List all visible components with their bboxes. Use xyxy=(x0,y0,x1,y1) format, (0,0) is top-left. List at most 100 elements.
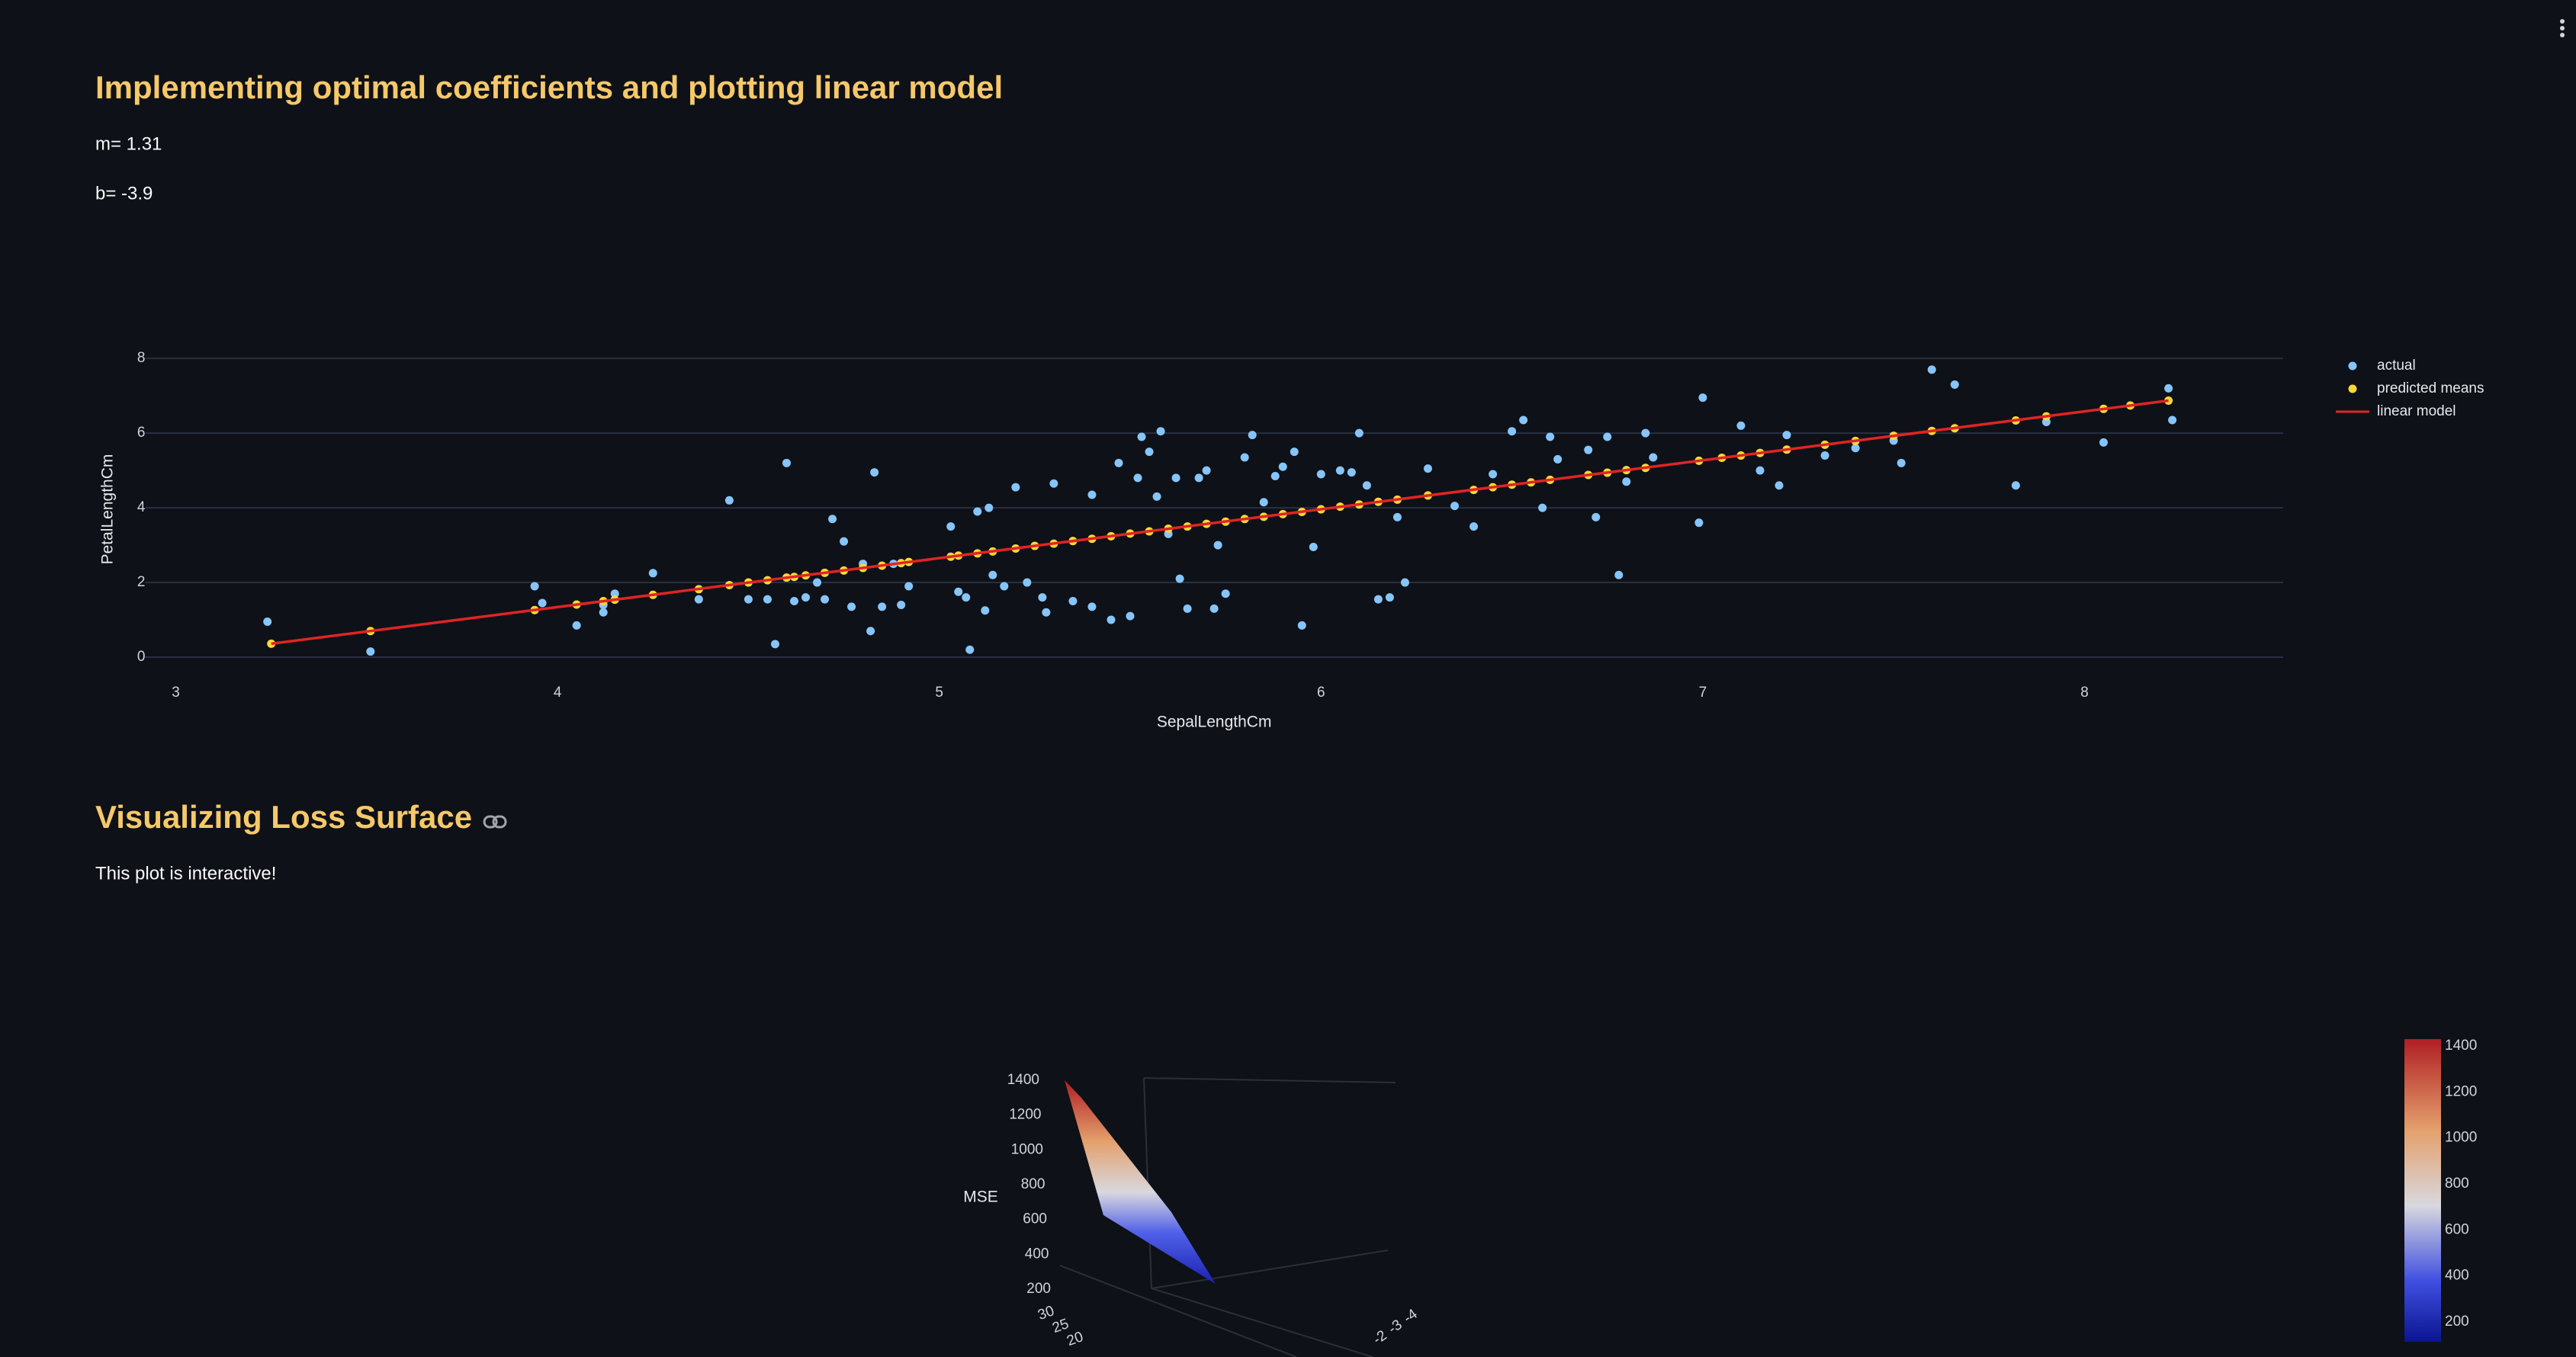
x-tick-label: -4 xyxy=(1401,1306,1421,1327)
point xyxy=(1508,427,1517,436)
point xyxy=(821,595,830,604)
point xyxy=(538,598,547,608)
point xyxy=(1649,453,1658,462)
colorbar xyxy=(2404,1039,2441,1342)
loss-surface xyxy=(1065,1080,1216,1284)
colorbar-tick-label: 200 xyxy=(2445,1314,2469,1330)
point xyxy=(988,570,997,579)
point xyxy=(1068,597,1078,606)
point xyxy=(954,587,963,596)
point xyxy=(878,602,887,611)
point xyxy=(1145,448,1154,457)
point xyxy=(1137,432,1146,441)
colorbar-tick-label: 1400 xyxy=(2445,1038,2477,1054)
section-title: Visualizing Loss Surface xyxy=(95,799,472,835)
point xyxy=(1011,483,1020,492)
point xyxy=(1897,458,1906,467)
colorbar-tick-label: 1200 xyxy=(2445,1083,2477,1099)
point xyxy=(1489,470,1498,479)
colorbar-tick-label: 400 xyxy=(2445,1268,2469,1284)
note: This plot is interactive! xyxy=(95,863,276,884)
point xyxy=(946,522,956,531)
point xyxy=(1316,470,1325,479)
point xyxy=(981,606,990,615)
point xyxy=(1171,473,1180,483)
x-tick-label: 4 xyxy=(554,685,562,701)
point xyxy=(1362,481,1371,490)
coefficient-m: m= 1.31 xyxy=(95,133,162,154)
point xyxy=(782,458,791,467)
point xyxy=(1259,498,1268,507)
legend-label: predicted means xyxy=(2377,380,2484,396)
point xyxy=(2011,481,2020,490)
z-tick-label: 600 xyxy=(1023,1211,1047,1227)
colorbar-tick-label: 800 xyxy=(2445,1176,2469,1192)
legend-swatch xyxy=(2348,361,2357,371)
point xyxy=(962,593,971,602)
x-tick-label: -2 xyxy=(1370,1327,1390,1348)
point xyxy=(1553,454,1563,464)
point xyxy=(1782,431,1791,440)
point xyxy=(1347,468,1356,477)
z-tick-label: 1200 xyxy=(1009,1107,1041,1123)
point xyxy=(1194,473,1203,483)
scatter-chart: 0 2 4 6 8 3 4 5 6 7 8 SepalLengthCm PetalLengthCm act… xyxy=(99,350,2484,730)
point xyxy=(1755,466,1765,475)
point xyxy=(1820,451,1829,460)
point xyxy=(1354,428,1363,438)
point xyxy=(1270,471,1280,480)
legend-swatch xyxy=(2348,384,2357,393)
point xyxy=(530,582,539,591)
point xyxy=(1087,490,1097,499)
anchor-link[interactable] xyxy=(483,815,507,829)
point xyxy=(1385,593,1394,602)
z-tick-label: 200 xyxy=(1026,1281,1051,1297)
point xyxy=(1221,589,1230,598)
point xyxy=(648,569,657,578)
point xyxy=(1335,466,1344,475)
point xyxy=(2168,415,2177,425)
point xyxy=(897,600,906,609)
point xyxy=(828,515,837,524)
z-tick-label: 1000 xyxy=(1011,1141,1043,1157)
point xyxy=(1038,593,1047,602)
point xyxy=(1469,522,1479,531)
point xyxy=(1950,380,1959,389)
section-title: Implementing optimal coefficients and pl… xyxy=(95,69,1003,105)
point xyxy=(1290,448,1299,457)
point xyxy=(1614,570,1624,579)
x-tick-label: 5 xyxy=(935,685,943,701)
point xyxy=(1126,611,1135,621)
point xyxy=(763,595,772,604)
point xyxy=(1309,543,1318,552)
menu-button[interactable] xyxy=(2560,19,2565,37)
point xyxy=(1087,602,1097,611)
point xyxy=(1248,431,1257,440)
point xyxy=(1042,608,1051,617)
point xyxy=(1400,578,1409,587)
model-line xyxy=(271,399,2169,646)
point xyxy=(1736,421,1746,430)
point xyxy=(1278,462,1287,471)
point xyxy=(263,617,272,626)
point xyxy=(1297,621,1306,630)
y-tick-label: 4 xyxy=(137,499,146,515)
point xyxy=(1450,502,1460,511)
coefficient-b: b= -3.9 xyxy=(95,183,153,204)
point xyxy=(1107,615,1116,624)
x-tick-label: -3 xyxy=(1386,1317,1405,1337)
legend-label: linear model xyxy=(2377,403,2456,419)
x-axis-label: SepalLengthCm xyxy=(1157,714,1272,731)
point xyxy=(1183,604,1192,613)
point xyxy=(1209,604,1219,613)
point xyxy=(1213,541,1222,550)
point xyxy=(1698,393,1707,403)
point xyxy=(744,595,753,604)
point xyxy=(1641,428,1650,438)
point xyxy=(770,640,779,649)
point xyxy=(847,602,856,611)
point xyxy=(1546,432,1555,441)
point xyxy=(1584,445,1593,454)
